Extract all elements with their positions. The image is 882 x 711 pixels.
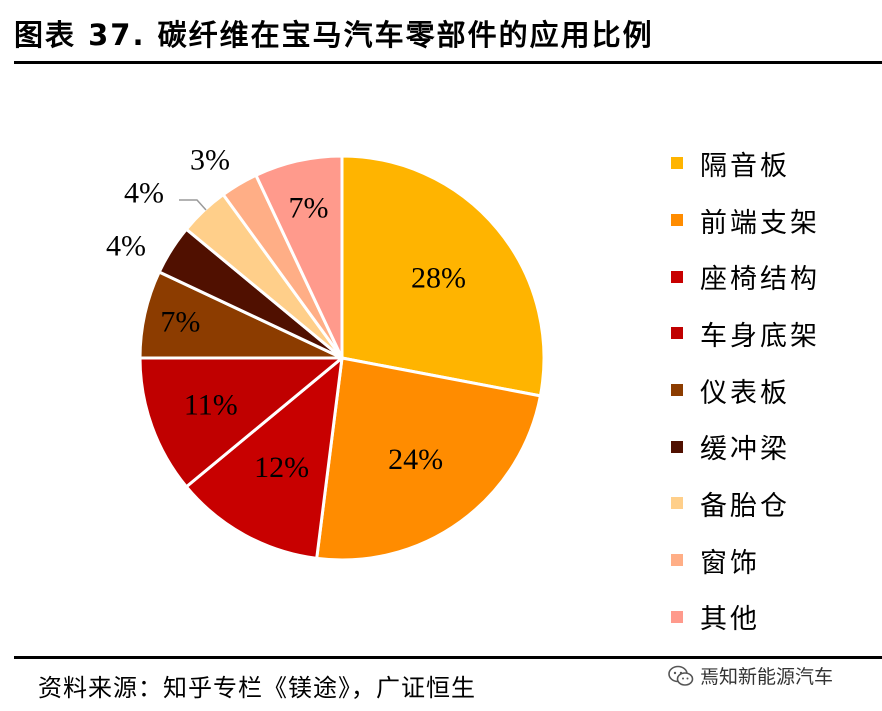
legend-label: 缓冲梁 [700,434,790,466]
watermark-text: 焉知新能源汽车 [700,666,834,688]
pie-slice-9 [254,154,344,360]
footer-divider [14,656,882,659]
legend-swatch [671,327,683,340]
legend-item-6: 缓冲梁 [671,418,820,475]
chart-title: 图表 37. 碳纤维在宝马汽车零部件的应用比例 [14,18,654,52]
chart-legend: 隔音板前端支架座椅结构车身底架仪表板缓冲梁备胎仓窗饰其他 [671,135,820,645]
legend-label: 仪表板 [700,377,790,409]
pie-slice-2 [315,356,542,562]
legend-item-8: 窗饰 [671,532,820,589]
legend-label: 座椅结构 [700,264,820,296]
legend-swatch [671,214,683,227]
leader-line-7 [179,199,207,211]
data-label-1: 28% [411,262,466,295]
legend-swatch [671,610,683,623]
legend-label: 隔音板 [700,150,790,182]
legend-label: 前端支架 [700,207,820,239]
wechat-icon [668,665,694,686]
title-divider [14,61,882,64]
legend-item-7: 备胎仓 [671,475,820,532]
data-label-2: 24% [388,443,443,476]
legend-swatch [671,270,683,283]
data-label-5: 7% [160,305,200,338]
legend-swatch [671,440,683,453]
data-label-7: 4% [124,177,164,210]
watermark: 焉知新能源汽车 [668,662,833,689]
pie-chart: 28% 24% 12% 11% 7% 4% 4% 3% 7% [106,144,546,562]
pie-slice-3 [184,356,344,560]
data-label-4: 11% [184,389,238,422]
legend-item-5: 仪表板 [671,362,820,419]
pie-slice-4 [138,356,344,489]
legend-item-4: 车身底架 [671,305,820,362]
legend-item-1: 隔音板 [671,135,820,192]
source-note: 资料来源：知乎专栏《镁途》，广证恒生 [38,674,476,702]
legend-label: 窗饰 [700,547,760,579]
legend-swatch [671,554,683,567]
pie-slice-1 [340,154,546,398]
legend-swatch [671,384,683,397]
data-label-3: 12% [254,451,309,484]
legend-swatch [671,497,683,510]
data-label-6: 4% [106,230,146,263]
legend-item-9: 其他 [671,589,820,646]
data-label-8: 3% [190,144,230,177]
legend-label: 车身底架 [700,320,820,352]
legend-item-3: 座椅结构 [671,248,820,305]
legend-swatch [671,157,683,170]
legend-label: 备胎仓 [700,490,790,522]
legend-label: 其他 [700,604,760,636]
data-label-9: 7% [289,192,329,225]
legend-item-2: 前端支架 [671,192,820,249]
